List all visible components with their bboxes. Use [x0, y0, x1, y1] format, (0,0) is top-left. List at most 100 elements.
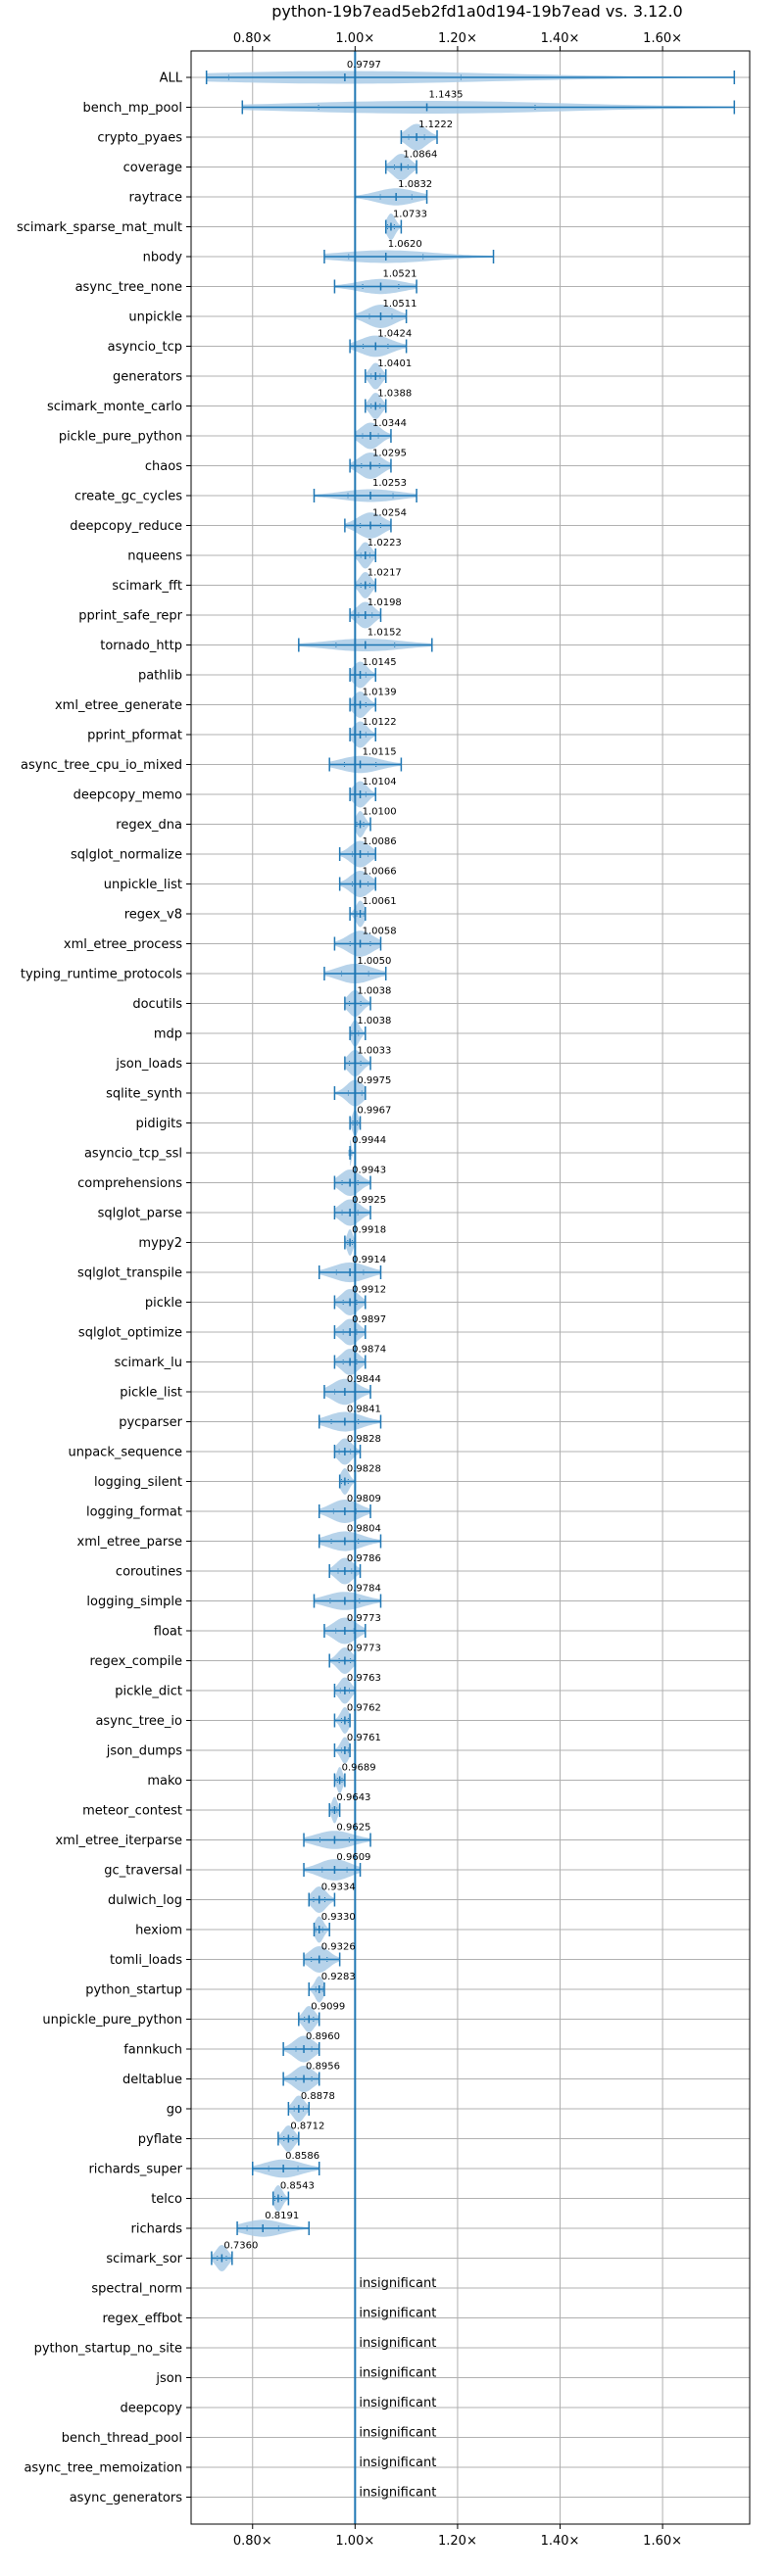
benchmark-label: nqueens	[127, 549, 182, 564]
benchmark-label: async_tree_io	[95, 1714, 182, 1729]
x-tick-label-bottom: 0.80×	[233, 2534, 272, 2549]
speedup-value-label: 1.0217	[368, 568, 402, 579]
x-tick-label-bottom: 1.60×	[643, 2534, 682, 2549]
speedup-value-label: 0.8586	[285, 2151, 319, 2162]
benchmark-label: regex_dna	[116, 818, 182, 833]
speedup-value-label: 0.9689	[342, 1763, 376, 1774]
plot-frame	[190, 50, 751, 2525]
speedup-value-label: 1.0058	[363, 927, 397, 937]
speedup-value-label: 1.0100	[363, 807, 397, 818]
benchmark-label: generators	[113, 370, 182, 385]
benchmark-label: float	[154, 1625, 182, 1640]
benchmark-label: unpickle	[128, 310, 182, 325]
benchmark-label: bench_thread_pool	[62, 2431, 182, 2446]
violin-layer	[205, 51, 736, 2524]
benchmark-label: raytrace	[128, 191, 182, 206]
speedup-value-label: 0.9763	[347, 1673, 381, 1684]
benchmark-label: json_dumps	[106, 1744, 182, 1759]
benchmark-label: asyncio_tcp_ssl	[84, 1147, 182, 1162]
benchmark-label: meteor_contest	[82, 1804, 182, 1819]
benchmark-label: mdp	[154, 1027, 182, 1042]
insignificant-label: insignificant	[359, 2426, 436, 2441]
speedup-value-label: 1.0139	[363, 688, 397, 698]
benchmark-label: logging_format	[86, 1505, 182, 1520]
benchmark-label: mako	[147, 1774, 182, 1789]
benchmark-label: xml_etree_iterparse	[55, 1834, 182, 1848]
speedup-value-label: 0.9804	[347, 1524, 381, 1535]
benchmark-label: nbody	[143, 251, 183, 265]
speedup-value-label: 1.0033	[357, 1046, 391, 1057]
speedup-value-label: 0.9844	[347, 1374, 381, 1385]
speedup-value-label: 0.9099	[311, 2002, 345, 2013]
benchmark-label: async_tree_memoization	[24, 2461, 182, 2476]
benchmark-label: richards	[131, 2222, 183, 2237]
speedup-value-label: 0.9918	[352, 1225, 386, 1236]
insignificant-label: insignificant	[359, 2456, 436, 2470]
benchmark-label: pprint_safe_repr	[78, 609, 182, 624]
benchmark-label: crypto_pyaes	[97, 131, 182, 146]
insignificant-label: insignificant	[359, 2486, 436, 2501]
benchmark-label: spectral_norm	[91, 2282, 182, 2297]
benchmark-label: pickle	[145, 1296, 182, 1311]
speedup-value-label: 1.0086	[363, 836, 397, 847]
benchmark-label: bench_mp_pool	[82, 101, 182, 116]
speedup-value-label: 0.8191	[265, 2211, 299, 2221]
speedup-value-label: 1.1435	[429, 90, 464, 101]
speedup-value-label: 1.0038	[357, 1016, 391, 1026]
chart-title: python-19b7ead5eb2fd1a0d194-19b7ead vs. …	[271, 2, 682, 21]
speedup-value-label: 1.0521	[382, 269, 416, 280]
speedup-value-label: 0.9914	[352, 1255, 386, 1265]
benchmark-label: sqlglot_normalize	[71, 848, 182, 863]
benchmark-label: fannkuch	[123, 2043, 182, 2058]
speedup-value-label: 1.1222	[418, 119, 453, 130]
benchmark-label: logging_silent	[94, 1475, 182, 1490]
benchmark-label: telco	[151, 2192, 182, 2207]
speedup-value-label: 0.9944	[352, 1135, 386, 1146]
speedup-value-label: 1.0388	[377, 389, 412, 400]
speedup-value-label: 0.9841	[347, 1405, 381, 1415]
speedup-value-label: 0.9912	[352, 1285, 386, 1296]
benchmark-label: pycparser	[119, 1415, 182, 1430]
x-tick-label-top: 1.40×	[541, 31, 580, 46]
speedup-value-label: 0.8956	[306, 2062, 340, 2073]
benchmark-label: dulwich_log	[108, 1893, 182, 1908]
benchmark-label: scimark_monte_carlo	[47, 400, 182, 414]
speedup-value-label: 1.0223	[368, 538, 402, 549]
speedup-value-label: 1.0620	[388, 239, 422, 250]
benchmark-label: scimark_lu	[115, 1356, 182, 1370]
speedup-value-label: 0.9283	[321, 1972, 356, 1982]
benchmark-label: async_generators	[70, 2491, 183, 2505]
speedup-value-label: 1.0254	[372, 508, 407, 519]
x-tick-label-top: 1.20×	[438, 31, 477, 46]
benchmark-label: coroutines	[116, 1565, 182, 1580]
benchmark-label: xml_etree_parse	[77, 1535, 182, 1550]
benchmark-label: scimark_sor	[106, 2252, 182, 2266]
speedup-value-label: 0.9809	[347, 1494, 381, 1504]
speedup-value-label: 0.9334	[321, 1883, 356, 1893]
speedup-value-label: 1.0152	[368, 628, 402, 639]
benchmark-label: asyncio_tcp	[108, 340, 182, 355]
speedup-value-label: 1.0253	[372, 478, 407, 489]
benchmark-label: ALL	[160, 72, 183, 86]
benchmark-label: xml_etree_generate	[55, 698, 182, 713]
benchmark-label: json	[155, 2371, 182, 2386]
speedup-value-label: 1.0122	[363, 717, 397, 728]
speedup-value-label: 0.9925	[352, 1195, 386, 1206]
speedup-value-label: 0.9762	[347, 1703, 381, 1714]
benchmark-label: regex_v8	[124, 908, 182, 923]
speedup-value-label: 1.0733	[393, 210, 427, 220]
benchmark-label: async_tree_cpu_io_mixed	[21, 758, 182, 773]
benchmark-label: unpickle_list	[104, 878, 182, 892]
benchmark-label: docutils	[132, 997, 182, 1012]
benchmark-label: sqlglot_parse	[98, 1207, 182, 1221]
benchmark-label: gc_traversal	[104, 1864, 182, 1879]
speedup-value-label: 1.0401	[377, 358, 412, 369]
grid-layer	[186, 46, 750, 2529]
speedup-value-label: 0.8543	[280, 2181, 315, 2192]
insignificant-label: insignificant	[359, 2396, 436, 2410]
speedup-value-label: 0.9330	[321, 1912, 356, 1923]
benchmark-label: logging_simple	[86, 1595, 182, 1609]
benchmark-label: scimark_sparse_mat_mult	[17, 220, 182, 235]
benchmark-label: regex_effbot	[102, 2312, 182, 2326]
